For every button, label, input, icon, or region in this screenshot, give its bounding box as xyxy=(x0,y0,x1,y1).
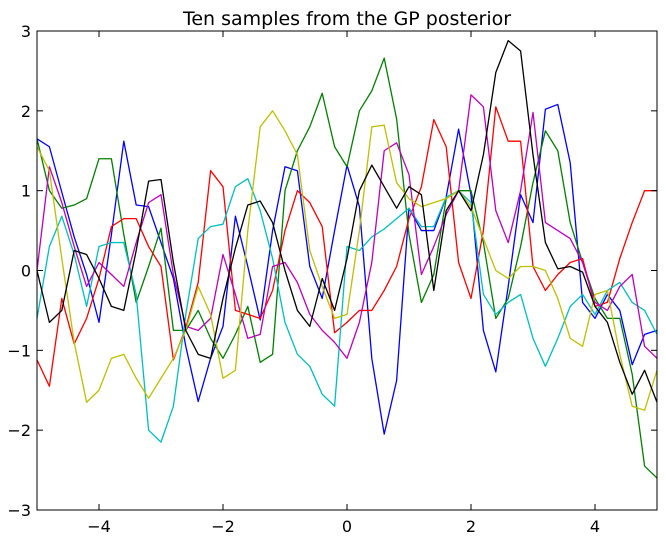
series-layer xyxy=(36,39,658,479)
sample-line-7 xyxy=(36,39,658,403)
x-tick-label: 4 xyxy=(590,517,600,536)
chart-title: Ten samples from the GP posterior xyxy=(182,8,511,30)
sample-line-4 xyxy=(36,178,658,443)
y-tick-label: −3 xyxy=(7,501,31,520)
y-tick-label: 0 xyxy=(21,262,31,281)
y-tick-label: −2 xyxy=(7,421,31,440)
x-tick-label: 0 xyxy=(342,517,352,536)
plot-background xyxy=(37,31,657,510)
y-tick-label: 1 xyxy=(21,182,31,201)
x-tick-label: 2 xyxy=(466,517,476,536)
sample-line-2 xyxy=(36,57,658,479)
y-tick-label: 3 xyxy=(21,22,31,41)
x-tick-label: −2 xyxy=(211,517,235,536)
ticks-layer: −4 −2 0 2 4 −3 −2 −1 0 1 2 3 xyxy=(7,22,657,536)
y-tick-label: 2 xyxy=(21,102,31,121)
y-tick-label: −1 xyxy=(7,341,31,360)
x-tick-label: −4 xyxy=(87,517,111,536)
sample-line-6 xyxy=(36,110,658,411)
